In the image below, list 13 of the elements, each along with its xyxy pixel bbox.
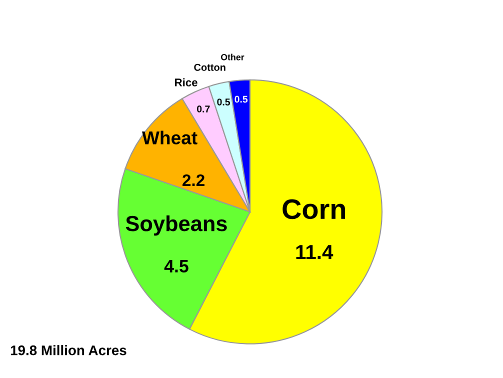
slice-label: Other xyxy=(220,54,244,60)
data-label: 0.5 xyxy=(234,96,248,103)
data-label: 0.7 xyxy=(197,106,210,112)
data-label: 11.4 xyxy=(296,245,334,260)
slice-label: Wheat xyxy=(142,130,198,144)
data-label: 2.2 xyxy=(182,174,204,186)
slice-label: Soybeans xyxy=(126,215,227,236)
data-label: 4.5 xyxy=(164,260,188,272)
data-label: 0.5 xyxy=(217,98,230,106)
slice-label: Rice xyxy=(175,78,198,86)
slice-label: Cotton xyxy=(194,64,226,71)
slice-label: Corn xyxy=(282,199,346,220)
text: 19.8 Million Acres xyxy=(10,345,126,356)
